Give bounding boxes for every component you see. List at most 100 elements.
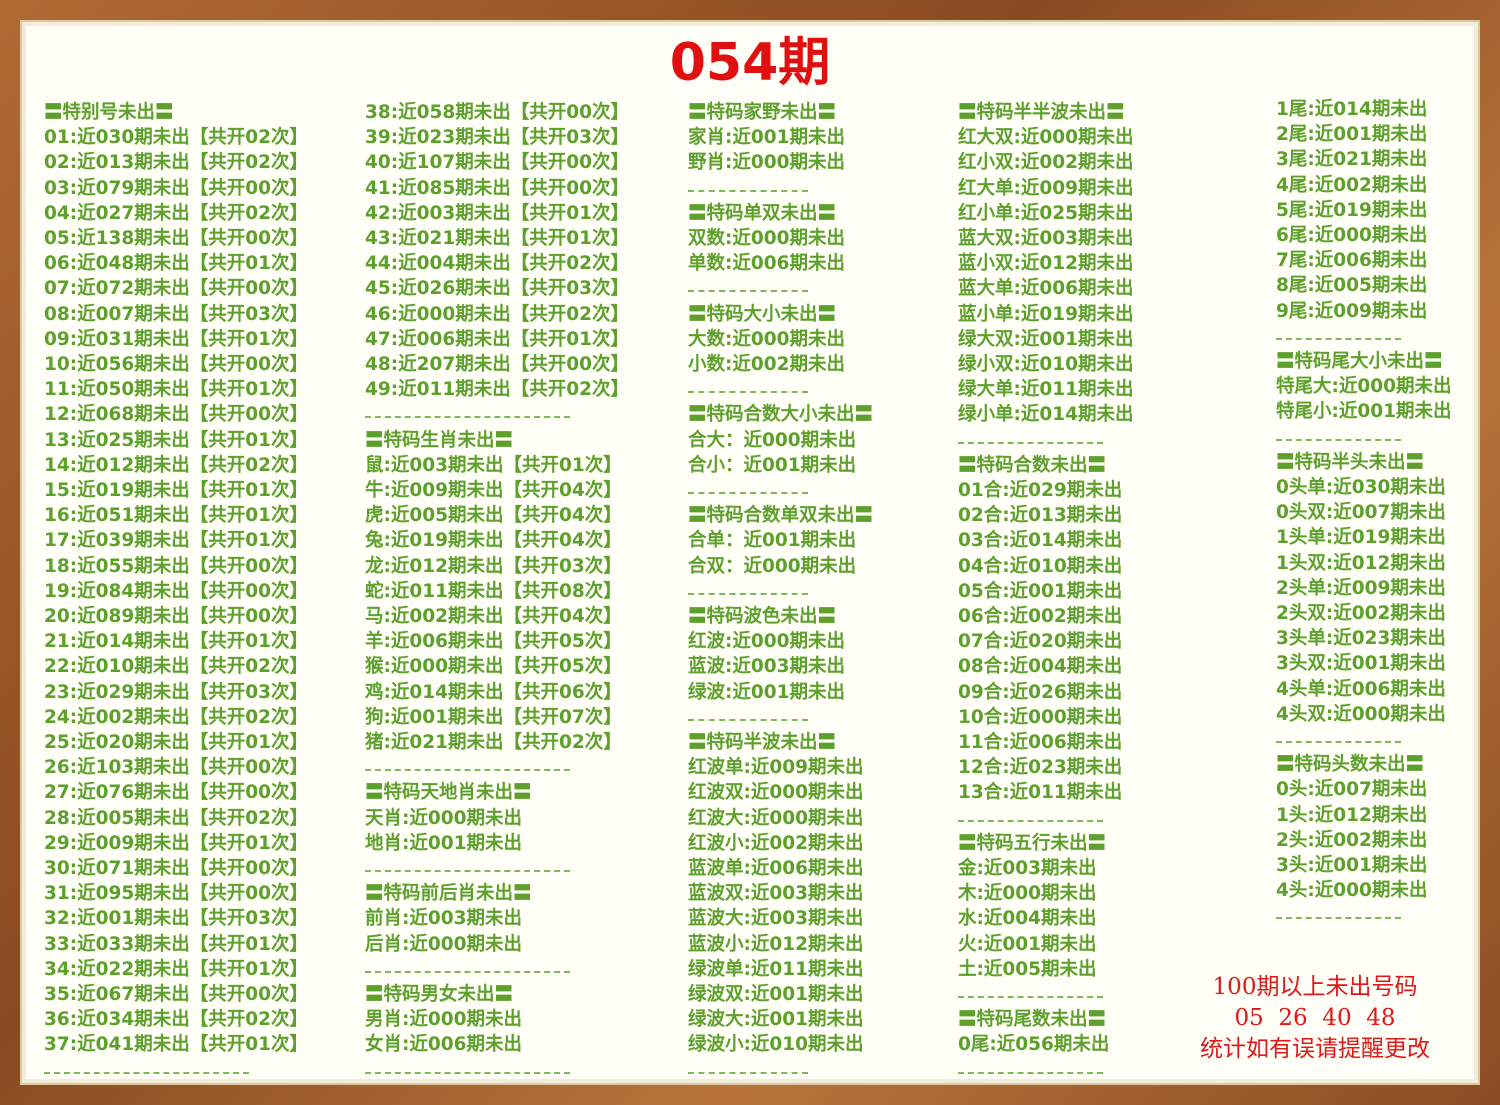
stat-line: 2头:近002期未出 (1276, 829, 1428, 851)
stat-line: 虎:近005期未出【共开04次】 (365, 505, 622, 527)
stat-line: 12合:近023期未出 (958, 757, 1123, 779)
section-header: 〓特码半头未出〓 (1276, 451, 1425, 473)
separator (688, 718, 808, 721)
note-line: 100期以上未出号码 (1212, 974, 1418, 1000)
stat-line: 蓝波大:近003期未出 (688, 908, 864, 930)
stat-line: 15:近019期未出【共开01次】 (44, 480, 309, 501)
stat-line: 蓝大单:近006期未出 (958, 278, 1134, 300)
stat-line: 22:近010期未出【共开02次】 (44, 656, 309, 678)
stat-line: 28:近005期未出【共开02次】 (44, 807, 309, 829)
section-header: 〓特码半波未出〓 (688, 732, 837, 753)
stat-line: 04合:近010期未出 (958, 555, 1123, 577)
stat-line: 0头:近007期未出 (1276, 779, 1428, 801)
stat-line: 13:近025期未出【共开01次】 (44, 429, 309, 451)
stat-line: 特尾大:近000期未出 (1276, 376, 1452, 398)
stat-line: 05:近138期未出【共开00次】 (44, 228, 309, 249)
separator (958, 819, 1103, 822)
stat-line: 4头:近000期未出 (1276, 880, 1428, 902)
stat-line: 46:近000期未出【共开02次】 (365, 303, 630, 325)
stat-line: 08合:近004期未出 (958, 656, 1123, 678)
stat-line: 13合:近011期未出 (958, 782, 1123, 804)
stat-line: 5尾:近019期未出 (1276, 199, 1428, 221)
stat-line: 24:近002期未出【共开02次】 (44, 706, 309, 728)
stat-line: 11合:近006期未出 (958, 732, 1123, 753)
separator (365, 769, 570, 772)
stat-line: 单数:近006期未出 (688, 253, 846, 275)
stat-line: 2尾:近001期未出 (1276, 124, 1428, 146)
stat-line: 03合:近014期未出 (958, 530, 1123, 552)
section-header: 〓特码家野未出〓 (688, 102, 837, 123)
stat-line: 蓝波双:近003期未出 (688, 883, 864, 905)
stat-line: 17:近039期未出【共开01次】 (44, 530, 309, 552)
stat-line: 26:近103期未出【共开00次】 (44, 757, 309, 779)
stat-line: 2头单:近009期未出 (1276, 577, 1446, 599)
stat-line: 合大：近000期未出 (688, 429, 857, 451)
separator (958, 996, 1103, 998)
separator (1276, 741, 1401, 743)
section-header: 〓特码半半波未出〓 (958, 102, 1125, 123)
stat-line: 39:近023期未出【共开03次】 (365, 127, 630, 149)
stat-line: 后肖:近000期未出 (365, 933, 523, 955)
stat-line: 男肖:近000期未出 (365, 1009, 523, 1031)
stat-line: 红波大:近000期未出 (688, 807, 864, 829)
stat-line: 40:近107期未出【共开00次】 (365, 152, 630, 174)
title: 054期 (669, 33, 831, 93)
stat-line: 9尾:近009期未出 (1276, 300, 1428, 322)
stat-line: 25:近020期未出【共开01次】 (44, 732, 309, 753)
separator (958, 1071, 1103, 1074)
stat-line: 小数:近002期未出 (688, 354, 846, 375)
stat-line: 蓝波单:近006期未出 (688, 858, 864, 879)
stat-line: 02合:近013期未出 (958, 505, 1123, 527)
stat-line: 37:近041期未出【共开01次】 (44, 1034, 309, 1056)
stat-line: 04:近027期未出【共开02次】 (44, 202, 309, 224)
stat-line: 41:近085期未出【共开00次】 (365, 177, 630, 199)
stat-line: 前肖:近003期未出 (365, 908, 523, 930)
stat-line: 1尾:近014期未出 (1276, 99, 1428, 120)
stat-line: 0头双:近007期未出 (1276, 502, 1446, 524)
stat-line: 06:近048期未出【共开01次】 (44, 253, 309, 275)
stat-line: 1头:近012期未出 (1276, 804, 1428, 826)
stat-line: 土:近005期未出 (958, 958, 1097, 980)
stat-line: 3尾:近021期未出 (1276, 149, 1428, 171)
stat-line: 36:近034期未出【共开02次】 (44, 1009, 309, 1031)
stat-line: 红波双:近000期未出 (688, 782, 864, 804)
stat-line: 蛇:近011期未出【共开08次】 (365, 580, 622, 602)
stat-line: 31:近095期未出【共开00次】 (44, 883, 309, 905)
stat-line: 蓝波:近003期未出 (688, 656, 846, 678)
paper (20, 20, 1480, 1085)
stat-line: 绿大双:近001期未出 (958, 328, 1134, 350)
stat-line: 绿波小:近010期未出 (688, 1034, 864, 1056)
stat-line: 野肖:近000期未出 (688, 152, 846, 174)
stat-line: 11:近050期未出【共开01次】 (44, 379, 309, 401)
stat-line: 牛:近009期未出【共开04次】 (365, 480, 622, 501)
stat-line: 蓝小单:近019期未出 (958, 303, 1134, 325)
separator (365, 416, 570, 419)
stat-line: 绿小单:近014期未出 (958, 404, 1134, 426)
stat-line: 1头单:近019期未出 (1276, 527, 1446, 549)
section-header: 〓特码生肖未出〓 (365, 429, 514, 451)
stat-line: 08:近007期未出【共开03次】 (44, 303, 309, 325)
stat-line: 33:近033期未出【共开01次】 (44, 933, 309, 955)
stat-line: 4尾:近002期未出 (1276, 174, 1428, 196)
separator (688, 391, 808, 394)
stat-line: 蓝小双:近012期未出 (958, 253, 1134, 275)
stat-line: 水:近004期未出 (958, 908, 1097, 930)
section-header: 〓特码大小未出〓 (688, 303, 837, 325)
stat-line: 合小：近001期未出 (688, 454, 857, 476)
stat-line: 1头双:近012期未出 (1276, 552, 1446, 574)
stat-line: 女肖:近006期未出 (365, 1034, 523, 1056)
stat-line: 兔:近019期未出【共开04次】 (365, 530, 622, 552)
separator (365, 1071, 570, 1074)
stat-line: 合单：近001期未出 (688, 530, 857, 552)
stat-line: 47:近006期未出【共开01次】 (365, 328, 630, 350)
stat-line: 01合:近029期未出 (958, 480, 1123, 501)
stat-line: 09合:近026期未出 (958, 681, 1123, 703)
stat-line: 4头单:近006期未出 (1276, 678, 1446, 700)
stat-line: 27:近076期未出【共开00次】 (44, 782, 309, 804)
stat-line: 19:近084期未出【共开00次】 (44, 580, 309, 602)
stat-line: 10合:近000期未出 (958, 706, 1123, 728)
stat-line: 8尾:近005期未出 (1276, 275, 1428, 297)
stat-line: 地肖:近001期未出 (365, 832, 523, 854)
stat-line: 29:近009期未出【共开01次】 (44, 832, 309, 854)
